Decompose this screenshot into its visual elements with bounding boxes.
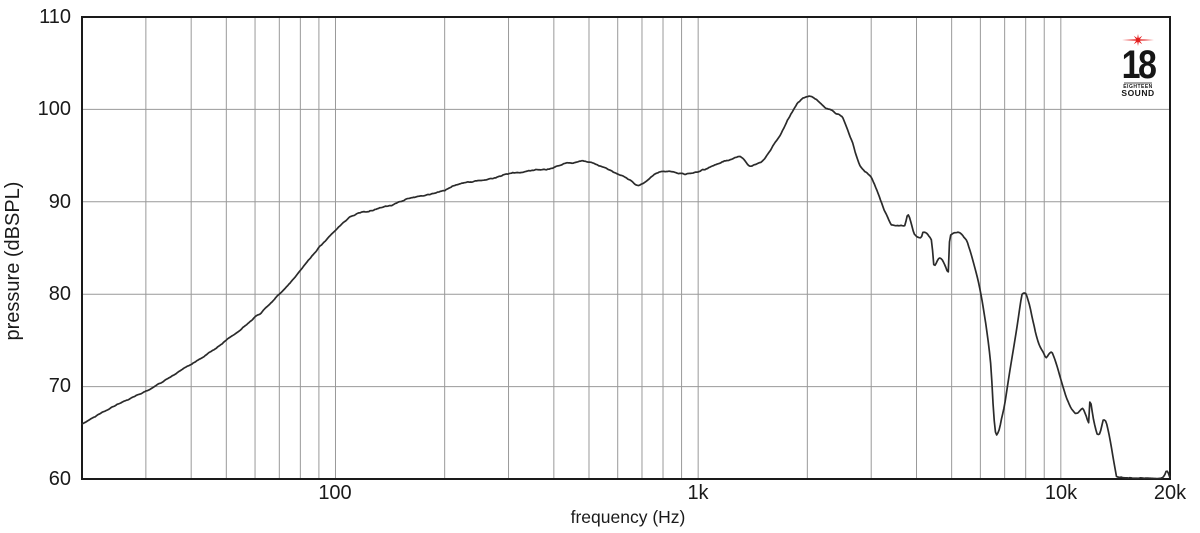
svg-text:80: 80 <box>49 283 71 305</box>
svg-text:SOUND: SOUND <box>1121 88 1154 98</box>
svg-text:90: 90 <box>49 191 71 213</box>
svg-text:10k: 10k <box>1045 482 1078 504</box>
svg-text:20k: 20k <box>1154 482 1187 504</box>
svg-text:18: 18 <box>1122 41 1157 86</box>
svg-text:100: 100 <box>38 98 71 120</box>
svg-text:70: 70 <box>49 375 71 397</box>
svg-text:60: 60 <box>49 468 71 490</box>
svg-text:1k: 1k <box>687 482 709 504</box>
svg-text:pressure (dBSPL): pressure (dBSPL) <box>2 182 24 341</box>
svg-text:110: 110 <box>39 6 71 28</box>
svg-text:100: 100 <box>318 482 351 504</box>
svg-text:frequency (Hz): frequency (Hz) <box>571 507 686 527</box>
